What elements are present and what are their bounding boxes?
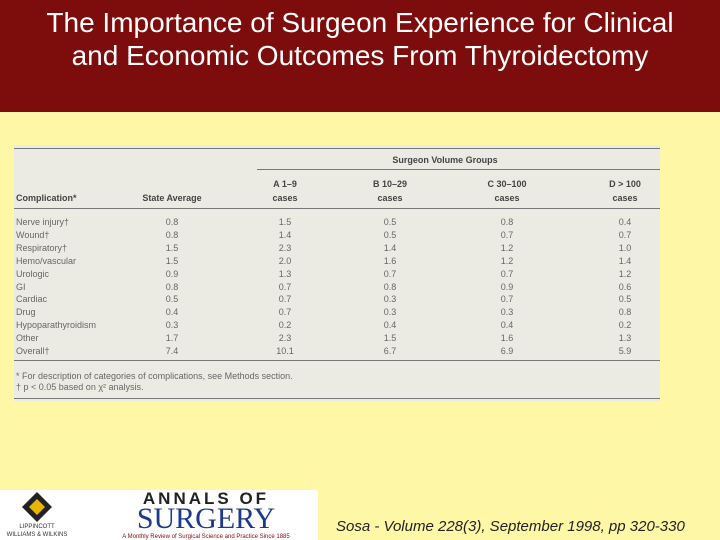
column-header: cases	[377, 193, 403, 203]
rule	[14, 398, 660, 399]
cell: 1.5	[165, 242, 179, 253]
cell: 0.6	[618, 281, 632, 292]
row-label: Hypoparathyroidism	[16, 320, 97, 331]
cell: 0.7	[618, 229, 632, 240]
column-header: cases	[612, 193, 638, 203]
cell: 0.3	[383, 294, 397, 305]
column-header: cases	[272, 193, 298, 203]
column-header: C 30–100	[487, 179, 527, 189]
cell: 0.8	[618, 307, 632, 318]
row-label: Hemo/vascular	[16, 255, 77, 266]
cell: 1.4	[383, 242, 397, 253]
column-header: Complication*	[16, 193, 77, 203]
journal-tagline: A Monthly Review of Surgical Science and…	[122, 534, 290, 540]
row-label: Cardiac	[16, 294, 48, 305]
cell: 0.7	[278, 294, 292, 305]
cell: 1.2	[618, 268, 632, 279]
rule	[14, 148, 660, 149]
footnote: † p < 0.05 based on χ² analysis.	[16, 382, 144, 392]
cell: 0.4	[383, 320, 397, 331]
cell: 1.6	[383, 255, 397, 266]
cell: 0.8	[165, 229, 179, 240]
cell: 0.7	[500, 268, 514, 279]
cell: 1.2	[500, 242, 514, 253]
cell: 1.2	[500, 255, 514, 266]
cell: 7.4	[165, 346, 179, 356]
cell: 0.3	[383, 307, 397, 318]
cell: 0.5	[618, 294, 632, 305]
cell: 0.2	[278, 320, 292, 331]
cell: 0.7	[278, 307, 292, 318]
cell: 10.1	[276, 346, 294, 356]
cell: 0.8	[165, 281, 179, 292]
row-label: Drug	[16, 307, 36, 318]
cell: 1.3	[618, 333, 632, 344]
rule	[14, 208, 660, 209]
cell: 0.4	[618, 217, 632, 227]
row-label: Wound†	[16, 229, 50, 240]
cell: 0.4	[165, 307, 179, 318]
cell: 1.6	[500, 333, 514, 344]
publisher-line: LIPPINCOTT	[19, 524, 55, 530]
cell: 0.9	[165, 268, 179, 279]
cell: 0.5	[165, 294, 179, 305]
cell: 1.3	[278, 268, 292, 279]
row-label: Other	[16, 333, 39, 344]
row-label: GI	[16, 281, 26, 292]
cell: 0.5	[383, 217, 397, 227]
column-header: A 1–9	[273, 179, 297, 189]
group-header: Surgeon Volume Groups	[392, 155, 498, 165]
cell: 0.2	[618, 320, 632, 331]
cell: 1.5	[165, 255, 179, 266]
cell: 0.3	[165, 320, 179, 331]
logos: LIPPINCOTT WILLIAMS & WILKINS ANNALS OF …	[0, 489, 318, 540]
journal-name: ANNALS OF	[143, 490, 269, 508]
cell: 0.4	[500, 320, 514, 331]
cell: 2.3	[278, 333, 292, 344]
row-label: Urologic	[16, 268, 50, 279]
cell: 0.8	[383, 281, 397, 292]
slide-title: The Importance of Surgeon Experience for…	[46, 7, 674, 71]
cell: 6.9	[500, 346, 514, 356]
journal-name-big: SURGERY	[137, 502, 275, 535]
logo-art: LIPPINCOTT WILLIAMS & WILKINS ANNALS OF …	[7, 489, 291, 540]
citation: Sosa - Volume 228(3), September 1998, pp…	[336, 518, 685, 535]
cell: 0.9	[500, 281, 514, 292]
cell: 1.5	[383, 333, 397, 344]
cell: 0.7	[500, 229, 514, 240]
cell: 5.9	[618, 346, 632, 356]
footnote: * For description of categories of compl…	[16, 371, 293, 381]
cell: 2.0	[278, 255, 292, 266]
publisher-line: WILLIAMS & WILKINS	[7, 532, 68, 538]
cell: 2.3	[278, 242, 292, 253]
title-bar: The Importance of Surgeon Experience for…	[0, 0, 720, 112]
row-label: Overall†	[16, 346, 50, 356]
cell: 1.5	[278, 217, 292, 227]
cell: 0.7	[383, 268, 397, 279]
rule	[257, 169, 660, 170]
column-header: cases	[494, 193, 520, 203]
cell: 0.7	[278, 281, 292, 292]
cell: 0.5	[383, 229, 397, 240]
cell: 0.3	[500, 307, 514, 318]
column-header: D > 100	[609, 179, 641, 189]
row-label: Nerve injury†	[16, 217, 70, 227]
cell: 1.4	[618, 255, 632, 266]
cell: 0.8	[500, 217, 514, 227]
cell: 0.7	[500, 294, 514, 305]
cell: 1.4	[278, 229, 292, 240]
row-label: Respiratory†	[16, 242, 68, 253]
column-header: B 10–29	[372, 179, 408, 189]
table: Surgeon Volume Groups Complication* State …	[14, 145, 660, 401]
cell: 6.7	[383, 346, 397, 356]
rule	[14, 360, 660, 361]
column-header: State Average	[142, 193, 202, 203]
cell: 1.0	[618, 242, 632, 253]
cell: 0.8	[165, 217, 179, 227]
cell: 1.7	[165, 333, 179, 344]
